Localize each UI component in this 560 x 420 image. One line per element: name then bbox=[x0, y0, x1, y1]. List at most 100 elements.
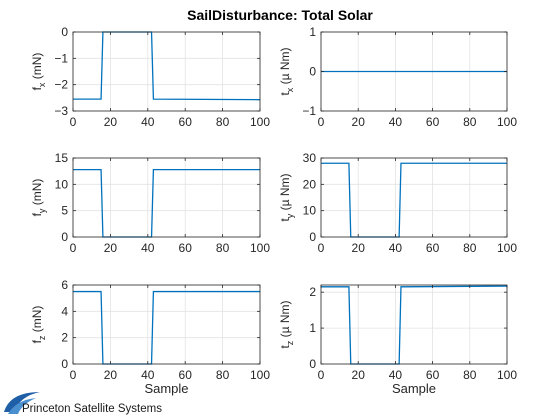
y-tick-label: 0 bbox=[61, 230, 68, 244]
y-tick-label: 15 bbox=[55, 151, 69, 165]
y-axis-label: fy (mN) bbox=[30, 179, 47, 217]
y-tick-label: 4 bbox=[61, 304, 68, 318]
axes-box bbox=[72, 157, 261, 238]
y-label-main: t bbox=[278, 218, 292, 222]
y-label-rest: (µ Nm) bbox=[278, 173, 292, 213]
y-tick-label: −1 bbox=[302, 104, 316, 118]
x-tick-label: 60 bbox=[179, 115, 193, 129]
x-tick-label: 100 bbox=[250, 115, 270, 129]
x-tick-label: 20 bbox=[352, 241, 366, 255]
y-tick-label: 0 bbox=[309, 230, 316, 244]
y-tick-label: 1 bbox=[309, 321, 316, 335]
y-tick-label: 10 bbox=[55, 177, 69, 191]
x-axis-label: Sample bbox=[392, 381, 436, 396]
x-tick-label: 20 bbox=[352, 115, 366, 129]
x-tick-label: 40 bbox=[389, 241, 403, 255]
y-label-rest: (µ Nm) bbox=[278, 300, 292, 340]
x-tick-label: 80 bbox=[216, 368, 230, 382]
y-tick-label: 20 bbox=[303, 177, 317, 191]
axes-box bbox=[72, 31, 261, 112]
x-tick-label: 20 bbox=[352, 368, 366, 382]
y-tick-label: 6 bbox=[61, 278, 68, 292]
y-tick-label: −2 bbox=[54, 78, 68, 92]
x-tick-label: 60 bbox=[426, 115, 440, 129]
y-axis-label: ty (µ Nm) bbox=[278, 173, 295, 221]
y-label-main: f bbox=[30, 86, 44, 90]
x-tick-label: 80 bbox=[463, 115, 477, 129]
x-tick-label: 0 bbox=[318, 368, 325, 382]
x-tick-label: 40 bbox=[141, 368, 155, 382]
plot-area bbox=[321, 285, 507, 364]
x-tick-label: 60 bbox=[426, 241, 440, 255]
y-label-sub: x bbox=[37, 82, 47, 87]
y-tick-label: 0 bbox=[309, 357, 316, 371]
y-label-sub: y bbox=[285, 213, 295, 218]
logo-text: Princeton Satellite Systems bbox=[22, 403, 162, 415]
x-tick-label: 20 bbox=[104, 115, 118, 129]
y-tick-label: 10 bbox=[303, 204, 317, 218]
subplot-fy: 0 20 40 60 80 100 15 10 5 0 fy (mN) bbox=[30, 151, 270, 255]
y-label-rest: (mN) bbox=[30, 53, 44, 83]
y-label-rest: (mN) bbox=[30, 306, 44, 336]
plot-area bbox=[73, 285, 260, 364]
y-label-sub: x bbox=[285, 87, 295, 92]
y-label-sub: z bbox=[37, 335, 47, 340]
x-tick-label: 80 bbox=[216, 115, 230, 129]
subplot-fx: 0 20 40 60 80 100 0 −1 −2 −3 fx (mN) bbox=[30, 25, 270, 129]
axes-box bbox=[72, 284, 261, 365]
y-label-sub: y bbox=[37, 208, 47, 213]
y-tick-label: 2 bbox=[61, 331, 68, 345]
x-tick-label: 20 bbox=[104, 368, 118, 382]
x-tick-label: 40 bbox=[389, 368, 403, 382]
x-tick-label: 0 bbox=[70, 115, 77, 129]
x-axis-label: Sample bbox=[144, 381, 188, 396]
plot-area bbox=[73, 158, 260, 237]
x-tick-label: 100 bbox=[497, 368, 517, 382]
y-label-main: f bbox=[30, 212, 44, 216]
y-tick-label: 5 bbox=[61, 204, 68, 218]
y-tick-label: 2 bbox=[309, 285, 316, 299]
y-axis-label: fx (mN) bbox=[30, 53, 47, 91]
y-label-main: t bbox=[278, 345, 292, 349]
x-tick-label: 100 bbox=[250, 241, 270, 255]
y-tick-label: 0 bbox=[61, 357, 68, 371]
x-tick-label: 20 bbox=[104, 241, 118, 255]
x-tick-label: 60 bbox=[179, 241, 193, 255]
x-tick-label: 40 bbox=[141, 115, 155, 129]
x-tick-label: 80 bbox=[216, 241, 230, 255]
x-tick-label: 100 bbox=[497, 241, 517, 255]
x-tick-label: 80 bbox=[463, 241, 477, 255]
plot-area bbox=[73, 32, 260, 111]
x-tick-label: 100 bbox=[250, 368, 270, 382]
y-tick-label: 0 bbox=[61, 25, 68, 39]
x-tick-label: 40 bbox=[141, 241, 155, 255]
x-tick-label: 0 bbox=[70, 368, 77, 382]
y-label-rest: (µ Nm) bbox=[278, 47, 292, 87]
y-label-main: t bbox=[278, 92, 292, 96]
y-axis-label: tx (µ Nm) bbox=[278, 47, 295, 95]
y-tick-label: 1 bbox=[309, 25, 316, 39]
y-axis-label: tz (µ Nm) bbox=[278, 300, 295, 348]
x-tick-label: 100 bbox=[497, 115, 517, 129]
y-axis-label: fz (mN) bbox=[30, 306, 47, 344]
axes-box bbox=[320, 284, 508, 365]
y-label-main: f bbox=[30, 339, 44, 343]
x-tick-label: 80 bbox=[463, 368, 477, 382]
x-tick-label: 0 bbox=[318, 241, 325, 255]
x-tick-label: 0 bbox=[70, 241, 77, 255]
x-tick-label: 40 bbox=[389, 115, 403, 129]
x-tick-label: 60 bbox=[426, 368, 440, 382]
y-tick-label: −3 bbox=[54, 104, 68, 118]
plot-area bbox=[321, 158, 507, 237]
x-tick-label: 60 bbox=[179, 368, 193, 382]
x-tick-label: 0 bbox=[318, 115, 325, 129]
y-tick-label: 30 bbox=[303, 151, 317, 165]
y-tick-label: −1 bbox=[54, 51, 68, 65]
subplot-tz: 0 20 40 60 80 100 2 1 0 tz (µ Nm) Sample bbox=[278, 284, 517, 396]
logo: Princeton Satellite Systems bbox=[4, 392, 162, 415]
